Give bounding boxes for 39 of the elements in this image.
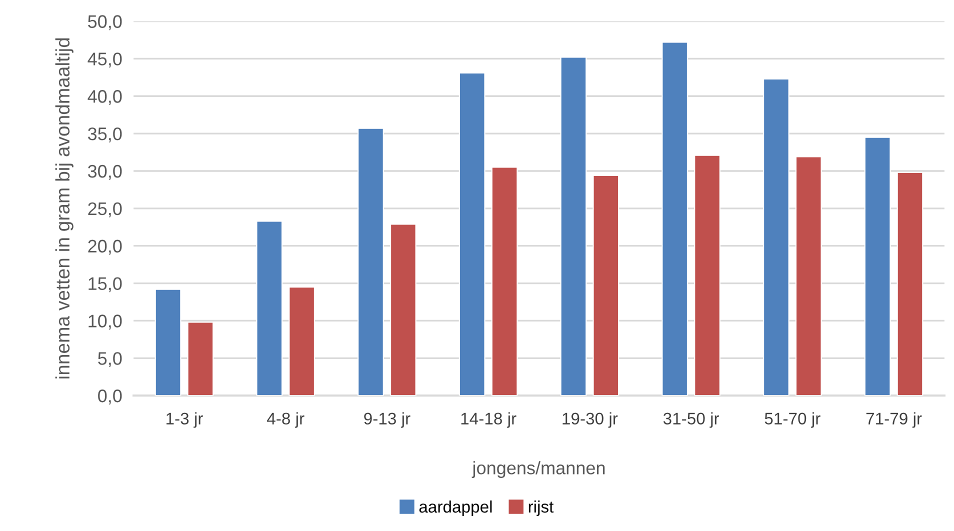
legend-label: aardappel bbox=[419, 500, 492, 516]
bar bbox=[864, 136, 891, 396]
bar bbox=[256, 220, 283, 396]
bar bbox=[694, 154, 720, 396]
x-axis-title: jongens/mannen bbox=[472, 461, 605, 478]
bar bbox=[491, 166, 518, 396]
y-tick-label: 25,0 bbox=[88, 202, 122, 218]
x-tick-label: 19-30 jr bbox=[562, 412, 618, 428]
y-tick-label: 30,0 bbox=[88, 164, 122, 180]
x-tick-label: 4-8 jr bbox=[267, 412, 304, 428]
bar bbox=[795, 156, 822, 396]
y-tick-label: 35,0 bbox=[88, 127, 122, 142]
y-axis-title: innema vetten in gram bij avondmaaltijd bbox=[55, 38, 74, 378]
legend-label: rijst bbox=[528, 500, 554, 516]
bar bbox=[592, 174, 620, 396]
x-tick-label: 31-50 jr bbox=[663, 412, 720, 428]
bar bbox=[390, 224, 416, 396]
y-tick-label: 10,0 bbox=[88, 314, 122, 330]
bar bbox=[560, 56, 587, 396]
x-tick-label: 1-3 jr bbox=[166, 412, 203, 428]
bar bbox=[896, 172, 924, 396]
x-tick-label: 9-13 jr bbox=[364, 412, 410, 428]
y-tick-label: 0,0 bbox=[98, 390, 122, 404]
x-tick-label: 14-18 jr bbox=[461, 412, 516, 428]
x-tick-label: 51-70 jr bbox=[764, 412, 820, 428]
y-tick-label: 20,0 bbox=[88, 240, 122, 255]
y-tick-label: 5,0 bbox=[98, 352, 122, 368]
bar bbox=[358, 128, 384, 396]
bar bbox=[187, 322, 214, 396]
y-tick-label: 50,0 bbox=[88, 15, 122, 30]
bar bbox=[154, 288, 182, 396]
bar bbox=[458, 72, 486, 396]
y-tick-label: 45,0 bbox=[88, 52, 122, 68]
bar bbox=[762, 78, 790, 396]
x-tick-label: 71-79 jr bbox=[866, 412, 922, 428]
bar bbox=[662, 42, 688, 396]
y-tick-label: 15,0 bbox=[88, 277, 122, 292]
bar bbox=[288, 286, 316, 396]
y-tick-label: 40,0 bbox=[88, 90, 122, 105]
